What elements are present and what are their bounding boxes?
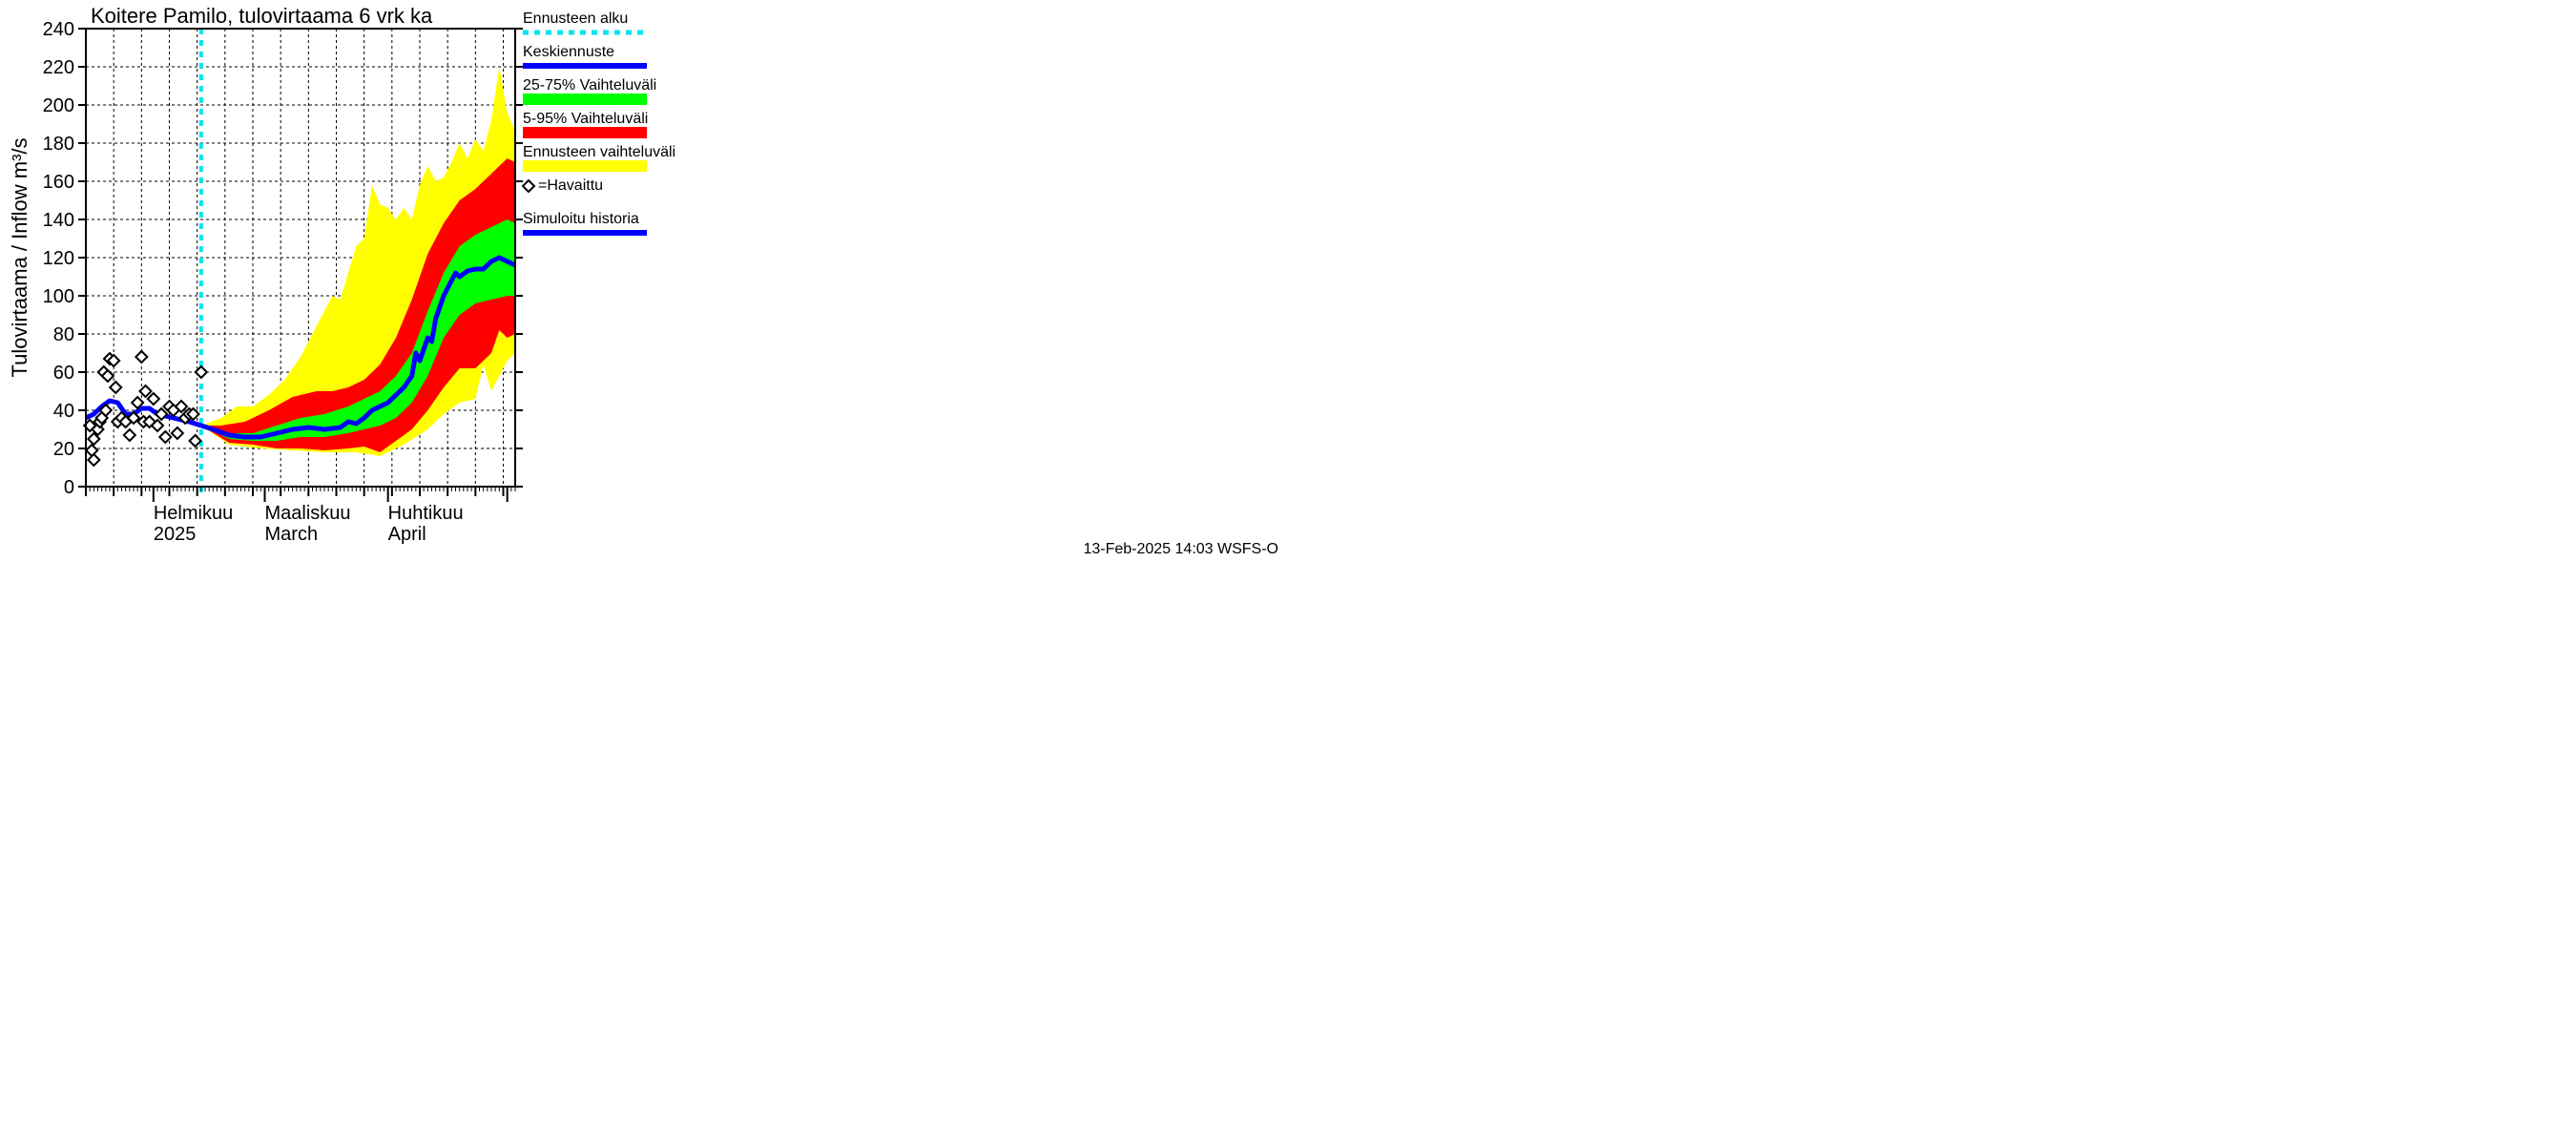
legend-label: Ennusteen vaihteluväli — [523, 144, 675, 160]
legend-label: Keskiennuste — [523, 44, 614, 60]
legend-label: Ennusteen alku — [523, 10, 628, 27]
chart-container: 0 20 40 60 80 100 120 140 160 180 200 220 240 Helmiku… — [0, 0, 1288, 572]
legend-sample-band — [523, 160, 647, 172]
legend-label: Simuloitu historia — [523, 211, 639, 227]
y-tick-label: 200 — [43, 95, 74, 116]
y-tick-label: 220 — [43, 57, 74, 78]
y-tick-label: 240 — [43, 19, 74, 40]
x-tick-label-bottom: April — [388, 524, 426, 545]
y-tick-label: 80 — [53, 324, 74, 345]
legend-sample-band — [523, 94, 647, 105]
y-tick-label: 120 — [43, 248, 74, 269]
x-tick-label-top: Maaliskuu — [265, 503, 351, 524]
chart-footer: 13-Feb-2025 14:03 WSFS-O — [1083, 541, 1278, 557]
y-tick-label: 60 — [53, 363, 74, 384]
chart-title: Koitere Pamilo, tulovirtaama 6 vrk ka — [91, 4, 433, 28]
x-tick-label-bottom: March — [265, 524, 319, 545]
x-tick-label-top: Huhtikuu — [388, 503, 464, 524]
y-tick-label: 40 — [53, 401, 74, 422]
y-tick-label: 20 — [53, 439, 74, 460]
x-tick-label-top: Helmikuu — [154, 503, 233, 524]
y-tick-label: 160 — [43, 172, 74, 193]
legend-label: 25-75% Vaihteluväli — [523, 77, 656, 94]
y-tick-label: 180 — [43, 134, 74, 155]
legend-sample-band — [523, 127, 647, 138]
x-tick-label-bottom: 2025 — [154, 524, 197, 545]
chart-svg: 0 20 40 60 80 100 120 140 160 180 200 220 240 Helmiku… — [0, 0, 1288, 572]
legend-label: 5-95% Vaihteluväli — [523, 111, 648, 127]
y-tick-label: 100 — [43, 286, 74, 307]
legend-label: =Havaittu — [538, 177, 603, 194]
y-tick-label: 0 — [64, 477, 74, 498]
y-tick-label: 140 — [43, 210, 74, 231]
y-axis-label: Tulovirtaama / Inflow m³/s — [8, 137, 31, 377]
